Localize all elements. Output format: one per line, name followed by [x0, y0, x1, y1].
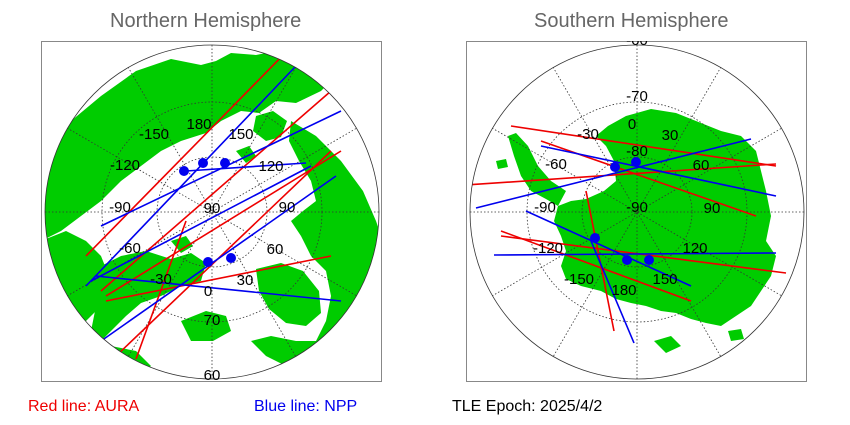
lon-label: 180 [186, 116, 211, 133]
npp-track [85, 65, 297, 287]
npp-track [185, 162, 307, 172]
lat-label: -70 [626, 88, 648, 105]
satellite-marker [203, 257, 213, 267]
lat-label: -60 [626, 41, 648, 49]
south-graticule [470, 45, 804, 379]
north-aura-tracks [85, 46, 342, 360]
lon-label: 120 [258, 158, 283, 175]
lon-label: -90 [534, 199, 556, 216]
lon-label: 180 [611, 282, 636, 299]
npp-track [525, 210, 692, 287]
lat-label: -80 [626, 143, 648, 160]
lon-label: 0 [204, 283, 212, 300]
lon-label: -150 [564, 271, 594, 288]
legend-aura: Red line: AURA [28, 398, 140, 415]
satellite-marker [590, 233, 600, 243]
lon-label: -30 [577, 126, 599, 143]
satellite-marker [198, 158, 208, 168]
lon-label: 120 [682, 240, 707, 257]
lat-label: 90 [204, 200, 221, 217]
south-npp-tracks [475, 138, 777, 344]
north-lat-labels: 90 70 60 [204, 200, 221, 383]
npp-track [540, 145, 777, 197]
north-map: 180 150 -150 120 -120 90 -90 60 -60 30 -… [41, 41, 382, 383]
npp-track [475, 138, 752, 209]
lon-label: 60 [693, 157, 710, 174]
south-title: Southern Hemisphere [534, 10, 729, 32]
satellite-marker [226, 253, 236, 263]
lat-label: -90 [626, 199, 648, 216]
north-satellite-markers [179, 158, 236, 267]
npp-track [90, 165, 312, 282]
satellite-marker [644, 255, 654, 265]
aura-track [105, 255, 332, 302]
lon-label: -150 [139, 126, 169, 143]
lon-label: 90 [279, 199, 296, 216]
aura-track [115, 150, 332, 357]
tle-epoch: TLE Epoch: 2025/4/2 [452, 398, 603, 415]
lon-label: -60 [119, 240, 141, 257]
legend-npp: Blue line: NPP [254, 398, 358, 415]
south-map: 0 30 -30 60 -60 90 -90 120 -120 150 -150… [466, 41, 807, 382]
lon-label: 30 [237, 272, 254, 289]
aura-track [510, 125, 777, 167]
north-title: Northern Hemisphere [110, 10, 302, 32]
lon-label: 30 [662, 127, 679, 144]
south-satellite-markers [590, 157, 654, 265]
lon-label: -60 [545, 156, 567, 173]
npp-track [100, 175, 337, 342]
npp-track [590, 240, 635, 344]
npp-track [493, 252, 777, 256]
aura-track [135, 220, 187, 360]
lon-label: 150 [652, 271, 677, 288]
satellite-marker [622, 255, 632, 265]
south-lat-labels: -60 -70 -80 -90 [626, 41, 648, 216]
aura-track [500, 230, 692, 302]
north-npp-tracks [85, 65, 342, 342]
lon-label: 90 [704, 200, 721, 217]
lon-label: -120 [110, 157, 140, 174]
lon-label: 0 [628, 116, 636, 133]
lon-label: 150 [228, 126, 253, 143]
aura-track [470, 163, 777, 186]
satellite-marker [610, 162, 620, 172]
satellite-marker [220, 158, 230, 168]
aura-track [85, 46, 292, 257]
north-lon-labels: 180 150 -150 120 -120 90 -90 60 -60 30 -… [109, 116, 295, 300]
aura-track [105, 150, 342, 297]
south-lon-labels: 0 30 -30 60 -60 90 -90 120 -120 150 -150… [533, 116, 720, 299]
npp-track [95, 275, 342, 302]
satellite-marker [631, 157, 641, 167]
lon-label: -90 [109, 199, 131, 216]
lon-label: 60 [267, 241, 284, 258]
lon-label: -30 [150, 271, 172, 288]
aura-track [100, 90, 332, 292]
lat-label: 70 [204, 312, 221, 329]
satellite-marker [179, 166, 189, 176]
lon-label: -120 [533, 240, 563, 257]
lat-label: 60 [204, 367, 221, 383]
